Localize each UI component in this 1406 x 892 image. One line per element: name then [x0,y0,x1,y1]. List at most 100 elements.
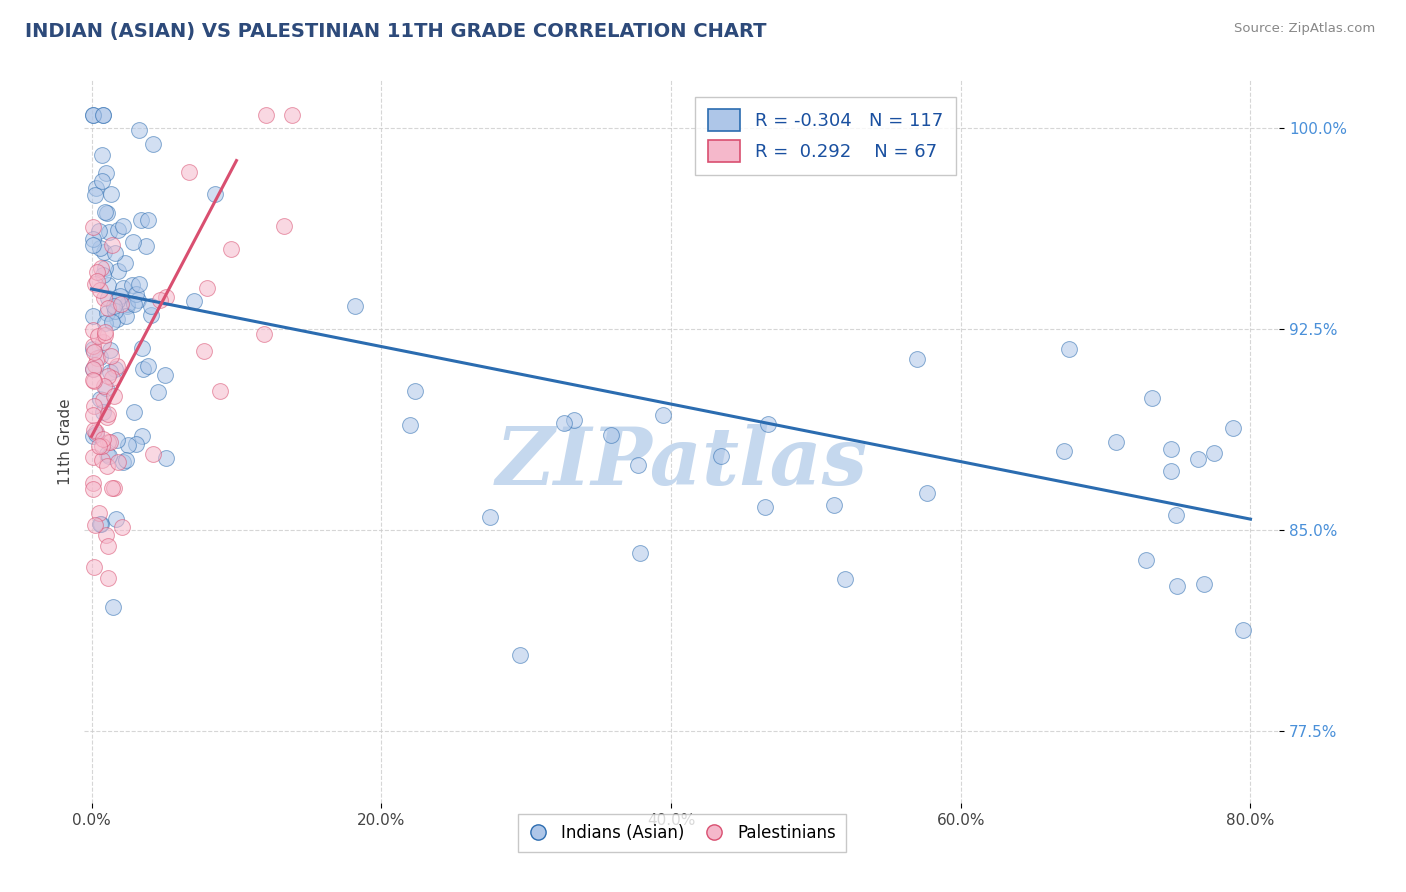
Point [141,299,163,313]
Point [756,417,779,431]
Point [1232,623,1254,637]
Point [1222,421,1244,435]
Point [98,343,121,357]
Point [155,368,177,383]
Point [652,409,675,423]
Point [94,316,117,330]
Point [1166,508,1188,522]
Point [83,374,105,388]
Point [1057,342,1080,356]
Point [96,206,118,220]
Point [254,108,277,122]
Point [97,368,120,383]
Point [100,315,122,329]
Text: ZIPatlas: ZIPatlas [496,425,868,502]
Point [82,408,104,422]
Point [98,435,121,450]
Point [84,426,107,441]
Point [82,362,104,376]
Point [93,334,115,349]
Point [136,359,159,373]
Point [84,358,107,372]
Point [91,432,114,446]
Point [112,455,135,469]
Point [125,437,148,451]
Point [399,417,422,432]
Point [105,294,128,309]
Point [94,166,117,180]
Point [105,359,128,373]
Point [627,458,650,472]
Point [112,281,135,295]
Point [89,283,111,297]
Point [104,245,127,260]
Point [82,339,104,353]
Point [90,516,112,531]
Point [107,311,129,326]
Point [91,439,114,453]
Point [98,225,121,239]
Point [1053,444,1076,458]
Point [907,352,929,367]
Point [1187,451,1209,466]
Point [93,379,115,393]
Y-axis label: 11th Grade: 11th Grade [58,398,73,485]
Point [82,232,104,246]
Point [110,297,132,311]
Point [82,323,104,337]
Point [219,242,242,256]
Point [83,188,105,202]
Point [97,407,120,421]
Point [86,265,108,279]
Point [101,481,124,495]
Point [135,239,157,253]
Point [96,409,118,424]
Point [195,281,218,295]
Point [96,306,118,320]
Point [91,268,114,282]
Point [89,439,111,453]
Point [155,289,177,303]
Point [273,219,295,233]
Point [1140,391,1163,405]
Point [193,343,215,358]
Point [94,261,117,276]
Point [115,297,138,311]
Point [97,540,120,554]
Point [91,392,114,407]
Point [103,389,125,403]
Point [146,385,169,400]
Point [82,309,104,323]
Point [96,459,118,474]
Point [208,384,231,398]
Point [121,277,143,292]
Point [125,286,148,301]
Point [103,481,125,495]
Point [280,108,302,122]
Point [1160,464,1182,478]
Point [1135,553,1157,567]
Point [96,277,118,292]
Point [89,241,111,255]
Point [709,449,731,463]
Point [96,301,118,315]
Point [115,310,138,324]
Point [86,274,108,288]
Text: INDIAN (ASIAN) VS PALESTINIAN 11TH GRADE CORRELATION CHART: INDIAN (ASIAN) VS PALESTINIAN 11TH GRADE… [25,22,766,41]
Point [82,343,104,357]
Point [84,518,107,533]
Point [89,506,111,520]
Point [1202,446,1225,460]
Point [131,429,153,443]
Point [479,510,502,524]
Point [89,392,111,406]
Point [628,546,651,560]
Point [82,238,104,252]
Point [131,362,153,376]
Point [91,108,114,122]
Point [149,293,172,307]
Point [117,438,139,452]
Point [82,428,104,442]
Point [823,498,845,512]
Point [103,599,125,614]
